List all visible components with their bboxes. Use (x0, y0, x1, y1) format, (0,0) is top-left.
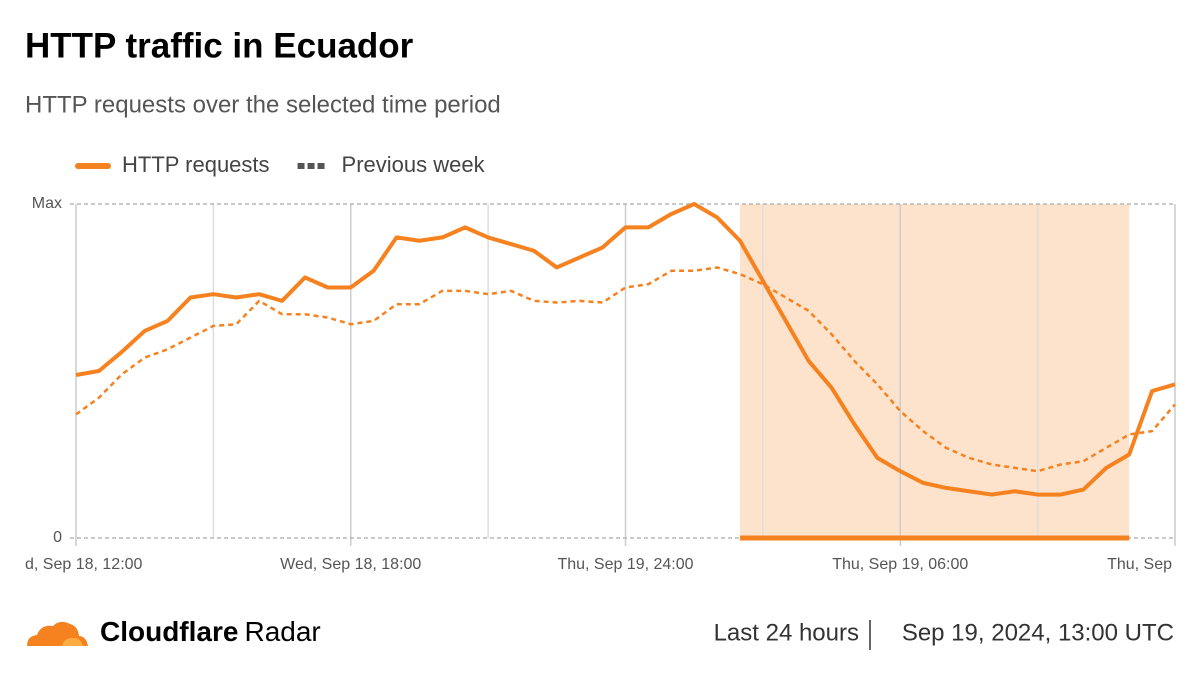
y-tick-label: Max (32, 195, 62, 212)
series-line (75, 266, 1176, 473)
footer-brand: Cloudflare Radar (100, 616, 321, 647)
highlight-region (739, 204, 1130, 538)
chart-subtitle: HTTP requests over the selected time per… (25, 91, 501, 118)
legend-label: HTTP requests (122, 152, 270, 177)
footer-period: Last 24 hours (714, 619, 859, 646)
x-tick-label: Thu, Sep (1107, 556, 1172, 573)
x-tick-label: d, Sep 18, 12:00 (25, 556, 143, 573)
cloudflare-logo (27, 621, 88, 646)
series-line (75, 202, 1176, 497)
y-tick-label: 0 (53, 529, 62, 546)
x-tick-label: Thu, Sep 19, 24:00 (557, 556, 693, 573)
brand-bold: Cloudflare (100, 616, 238, 647)
plot-area: 0 Max d, Sep 18, 12:00 Wed, Sep 18, 18:00 Th… (25, 195, 1176, 573)
x-tick-label: Thu, Sep 19, 06:00 (832, 556, 968, 573)
legend-label: Previous week (342, 152, 486, 177)
footer-date: Sep 19, 2024, 13:00 UTC (902, 619, 1174, 646)
x-tick-label: Wed, Sep 18, 18:00 (280, 556, 421, 573)
brand: Radar (244, 616, 320, 647)
chart-title: HTTP traffic in Ecuador (25, 26, 414, 65)
footer: Cloudflare Radar Last 24 hours Sep 19, 20… (27, 616, 1174, 650)
legend: HTTP requests Previous week (75, 152, 486, 177)
